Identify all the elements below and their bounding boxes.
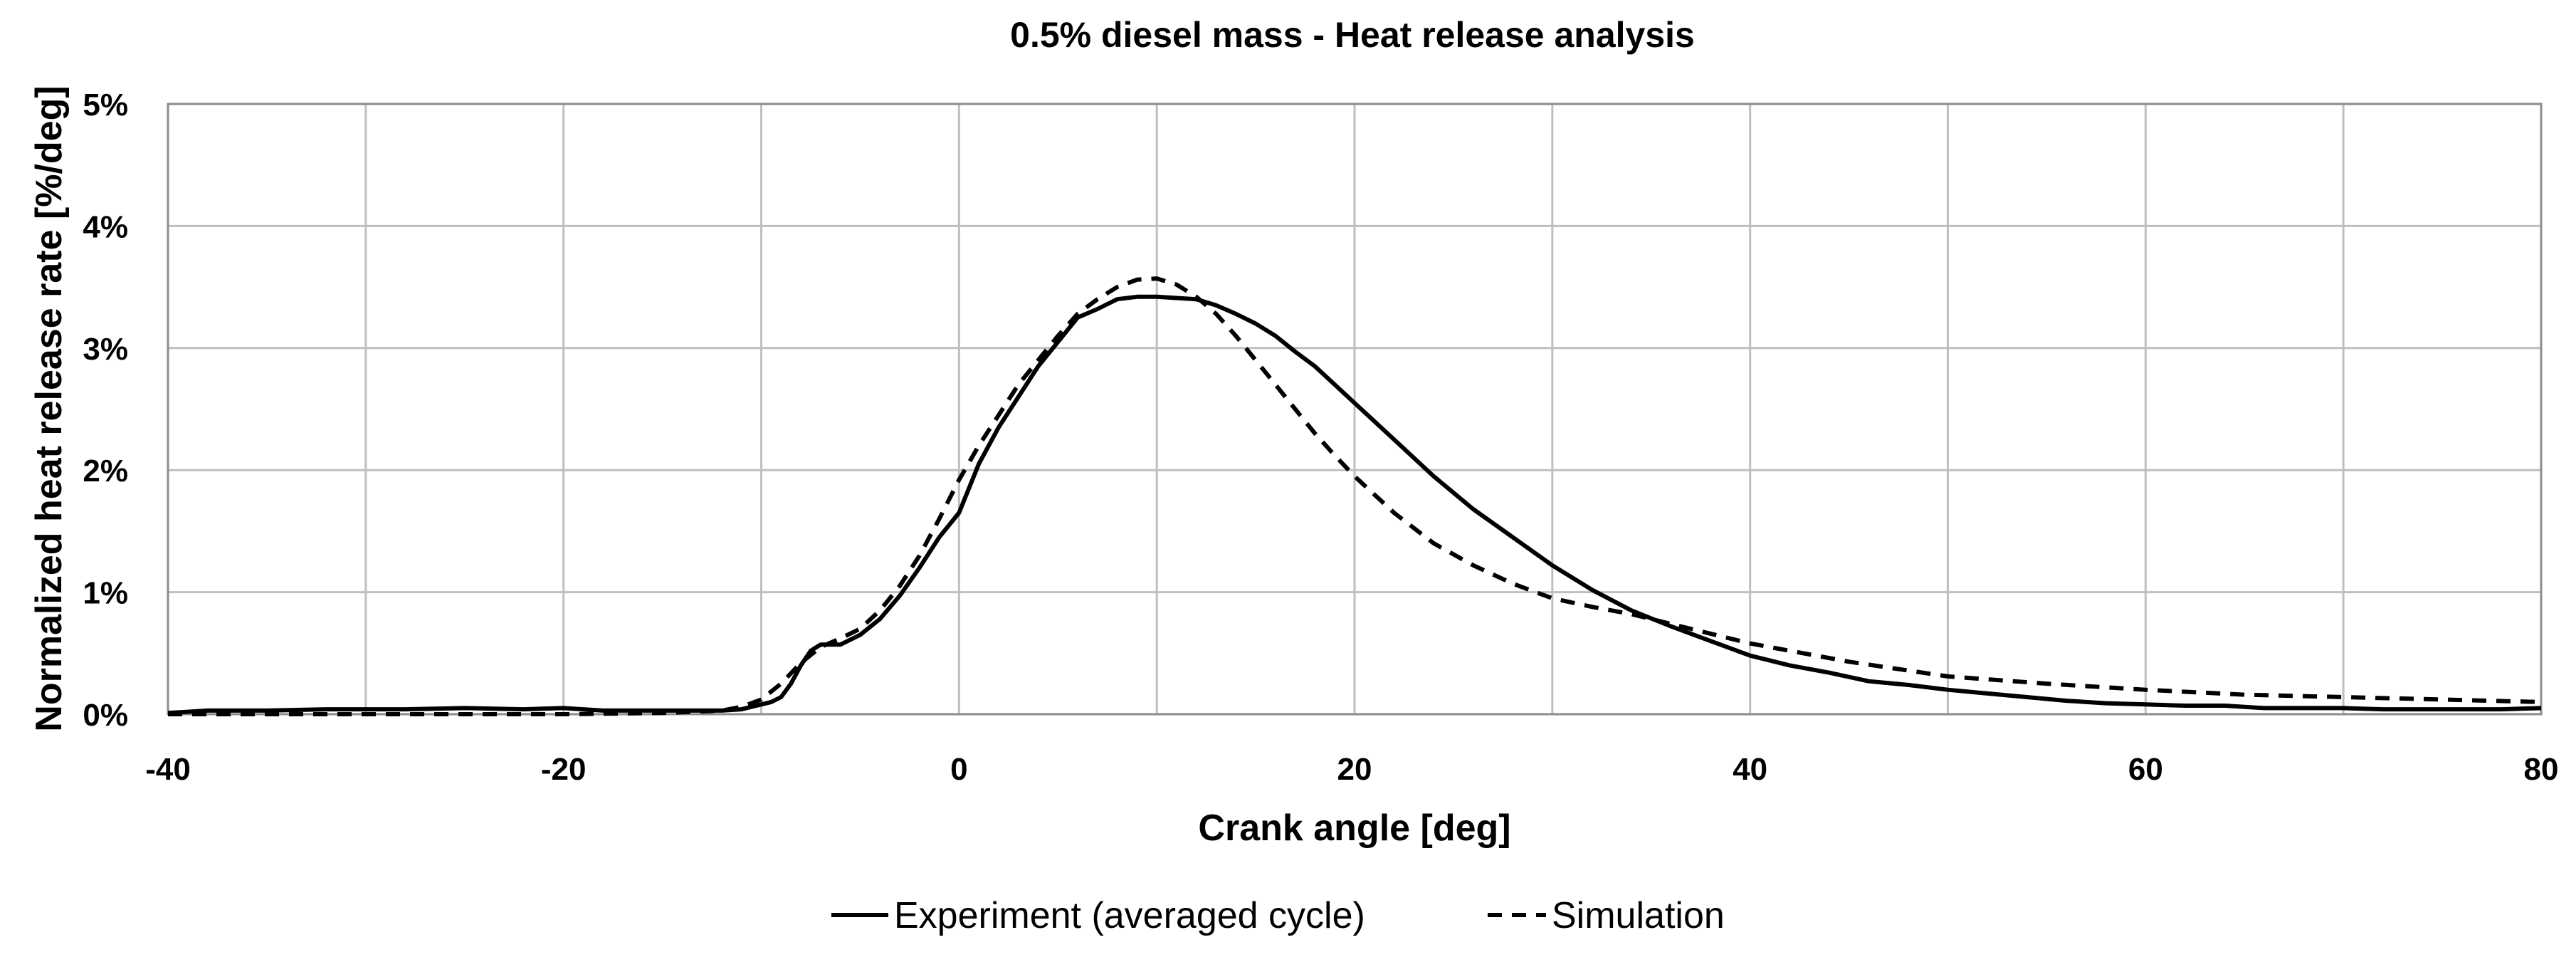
x-tick-label: -20 (541, 752, 587, 787)
x-gridlines (364, 104, 2345, 714)
legend-label-experiment: Experiment (averaged cycle) (894, 895, 1365, 936)
x-tick-label: 40 (1733, 752, 1767, 787)
y-tick-label: 0% (83, 698, 128, 733)
y-axis-tick-labels: 0% 1% 2% 3% 4% 5% (83, 88, 128, 733)
y-tick-label: 1% (83, 576, 128, 611)
x-tick-label: -40 (145, 752, 191, 787)
y-tick-label: 3% (83, 332, 128, 367)
chart-title: 0.5% diesel mass - Heat release analysis (1010, 15, 1695, 55)
y-tick-label: 2% (83, 454, 128, 488)
series-line-simulation (168, 276, 2542, 716)
x-tick-label: 80 (2524, 752, 2559, 787)
series-layer (167, 276, 2542, 716)
y-axis-title: Normalized heat release rate [%/deg] (28, 85, 70, 731)
plot-area-frame (167, 103, 2543, 716)
y-tick-label: 4% (83, 209, 128, 244)
x-axis-tick-labels: -40 -20 0 20 40 60 80 (145, 752, 2558, 787)
x-tick-label: 20 (1337, 752, 1372, 787)
x-tick-label: 60 (2128, 752, 2163, 787)
y-tick-label: 5% (83, 88, 128, 122)
legend: Experiment (averaged cycle) Simulation (831, 895, 1725, 936)
y-gridlines (168, 224, 2541, 594)
x-axis-title: Crank angle [deg] (1198, 807, 1510, 849)
legend-label-simulation: Simulation (1552, 895, 1725, 936)
x-tick-label: 0 (950, 752, 967, 787)
